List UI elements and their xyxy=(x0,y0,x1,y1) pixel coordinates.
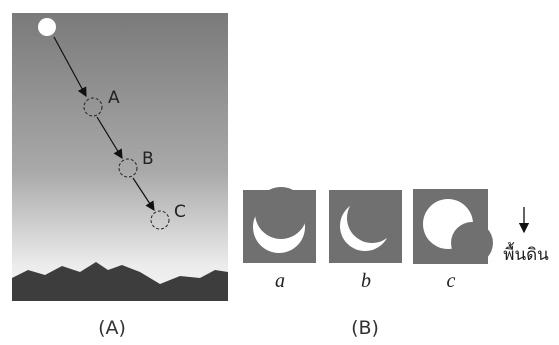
moon-disc xyxy=(347,193,397,243)
sky-photo xyxy=(12,13,228,301)
caption: (A) xyxy=(98,317,126,339)
point-label: C xyxy=(174,202,186,222)
panel-a: A B C (A) xyxy=(12,13,228,339)
point-label: A xyxy=(108,88,120,108)
sun xyxy=(38,18,56,36)
moon-disc xyxy=(255,187,307,239)
ground-label: พื้นดิน xyxy=(503,242,549,265)
thumbnail-label: c xyxy=(447,270,456,292)
diagram: A B C (A) a b c พื้นดิน (B) xyxy=(0,0,559,345)
point-label: B xyxy=(142,149,154,169)
thumbnail-label: b xyxy=(361,270,371,292)
panel-b: a b c พื้นดิน (B) xyxy=(243,187,549,339)
thumbnail-label: a xyxy=(275,270,285,292)
caption: (B) xyxy=(351,317,379,339)
